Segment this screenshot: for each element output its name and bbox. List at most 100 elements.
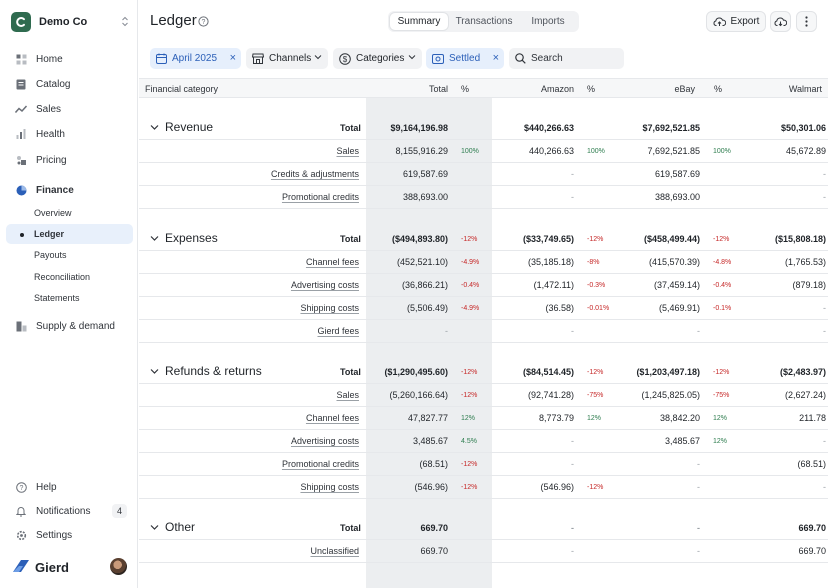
nav-sub-overview[interactable]: Overview [6, 203, 133, 223]
category-link[interactable]: Shipping costs [300, 303, 359, 313]
category-link[interactable]: Shipping costs [300, 482, 359, 492]
nav-item-settings[interactable]: Settings [6, 525, 133, 545]
category-link[interactable]: Promotional credits [281, 192, 359, 202]
percent-cell: -12% [461, 483, 478, 491]
category-link[interactable]: Channel fees [305, 257, 359, 267]
tab-summary[interactable]: Summary [390, 13, 448, 30]
amount-cell: (5,469.91) [658, 303, 700, 313]
nav-sub-label-ledger: Ledger [34, 229, 65, 239]
categories-filter[interactable]: $ Categories [333, 48, 422, 69]
avatar[interactable] [110, 558, 127, 575]
category-link[interactable]: Sales [336, 146, 359, 156]
column-header-ebay[interactable]: eBay [674, 84, 695, 94]
section-name: Expenses [165, 231, 218, 245]
column-header-amazon[interactable]: Amazon [540, 84, 574, 94]
nav-item-home[interactable]: Home [6, 49, 133, 69]
search-input[interactable] [531, 53, 621, 64]
nav-item-supply-demand[interactable]: Supply & demand [6, 316, 133, 336]
row-divider [139, 562, 828, 563]
period-filter-value: April 2025 [172, 53, 218, 64]
gear-icon [15, 529, 27, 541]
org-switcher[interactable]: Demo Co [11, 11, 129, 33]
column-header-total[interactable]: Total [428, 84, 448, 94]
section-header[interactable]: Expenses [150, 231, 218, 245]
nav-item-notifications[interactable]: Notifications 4 [6, 501, 133, 521]
category-link[interactable]: Promotional credits [281, 459, 359, 469]
amount-cell: (2,627.24) [784, 390, 826, 400]
section-header[interactable]: Revenue [150, 120, 213, 134]
category-link[interactable]: Credits & adjustments [270, 169, 359, 179]
svg-text:?: ? [202, 19, 206, 26]
chevron-down-icon [314, 53, 322, 64]
nav-item-pricing[interactable]: Pricing [6, 150, 133, 170]
row-divider [139, 475, 828, 476]
column-header-walmart[interactable]: Walmart [788, 84, 822, 94]
svg-text:?: ? [19, 485, 23, 492]
book-icon [15, 78, 27, 90]
nav-item-sales[interactable]: Sales [6, 99, 133, 119]
category-link[interactable]: Sales [336, 390, 359, 400]
amount-cell: - [823, 326, 826, 336]
percent-cell: -8% [587, 258, 600, 266]
category-link[interactable]: Advertising costs [290, 280, 359, 290]
nav-item-health[interactable]: Health [6, 124, 133, 144]
section-header[interactable]: Refunds & returns [150, 364, 262, 378]
amount-cell: 669.70 [420, 523, 448, 533]
more-button[interactable] [796, 11, 817, 32]
column-header-pct: % [587, 84, 596, 94]
view-tabs: Summary Transactions Imports [388, 11, 579, 32]
amount-cell: 619,587.69 [402, 169, 448, 179]
tab-transactions[interactable]: Transactions [455, 16, 513, 27]
amount-cell: (5,260,166.64) [389, 390, 448, 400]
page-title: Ledger [150, 12, 197, 29]
category-link[interactable]: Channel fees [305, 413, 359, 423]
amount-cell: - [571, 326, 574, 336]
export-label: Export [730, 16, 760, 27]
bar-chart-icon [15, 128, 27, 140]
cloud-download-icon [774, 17, 787, 27]
nav-sub-reconciliation[interactable]: Reconciliation [6, 267, 133, 287]
close-icon[interactable]: × [492, 52, 499, 64]
section-total-label: Total [340, 523, 361, 533]
category-link[interactable]: Advertising costs [290, 436, 359, 446]
download-button[interactable] [770, 11, 791, 32]
row-divider [139, 406, 828, 407]
amount-cell: 38,842.20 [659, 413, 700, 423]
nav-sub-ledger[interactable]: Ledger [6, 224, 133, 244]
search-box [509, 48, 624, 69]
amount-cell: 211.78 [799, 413, 826, 423]
categories-filter-label: Categories [356, 53, 405, 64]
nav-sub-payouts[interactable]: Payouts [6, 245, 133, 265]
amount-cell: - [571, 546, 574, 556]
percent-cell: 12% [713, 414, 728, 422]
help-circle-icon[interactable]: ? [198, 16, 209, 30]
amount-cell: (415,570.39) [648, 257, 700, 267]
nav-sub-statements[interactable]: Statements [6, 288, 133, 308]
category-link[interactable]: Unclassified [310, 546, 359, 556]
amount-cell: - [445, 326, 448, 336]
close-icon[interactable]: × [229, 52, 236, 64]
export-button[interactable]: Export [706, 11, 766, 32]
channels-filter[interactable]: Channels [246, 48, 328, 69]
status-filter[interactable]: Settled × [426, 48, 504, 69]
amount-cell: 669.70 [420, 546, 448, 556]
more-vertical-icon [805, 16, 808, 27]
amount-cell: 619,587.69 [654, 169, 700, 179]
period-filter[interactable]: April 2025 × [150, 48, 241, 69]
nav-item-help[interactable]: ? Help [6, 477, 133, 497]
tab-imports[interactable]: Imports [531, 16, 565, 27]
brand-name: Gierd [35, 559, 69, 575]
nav-item-finance[interactable]: Finance [6, 180, 133, 200]
category-link[interactable]: Gierd fees [317, 326, 359, 336]
amount-cell: 7,692,521.85 [647, 146, 700, 156]
section-name: Revenue [165, 120, 214, 134]
percent-cell: -12% [461, 460, 478, 468]
section-header[interactable]: Other [150, 520, 195, 534]
nav-item-catalog[interactable]: Catalog [6, 74, 133, 94]
amount-cell: ($1,203,497.18) [636, 367, 700, 377]
amount-cell: (68.51) [419, 459, 448, 469]
section-total-label: Total [340, 234, 361, 244]
row-divider [139, 383, 828, 384]
percent-cell: -0.4% [713, 281, 732, 289]
row-divider [139, 498, 828, 499]
